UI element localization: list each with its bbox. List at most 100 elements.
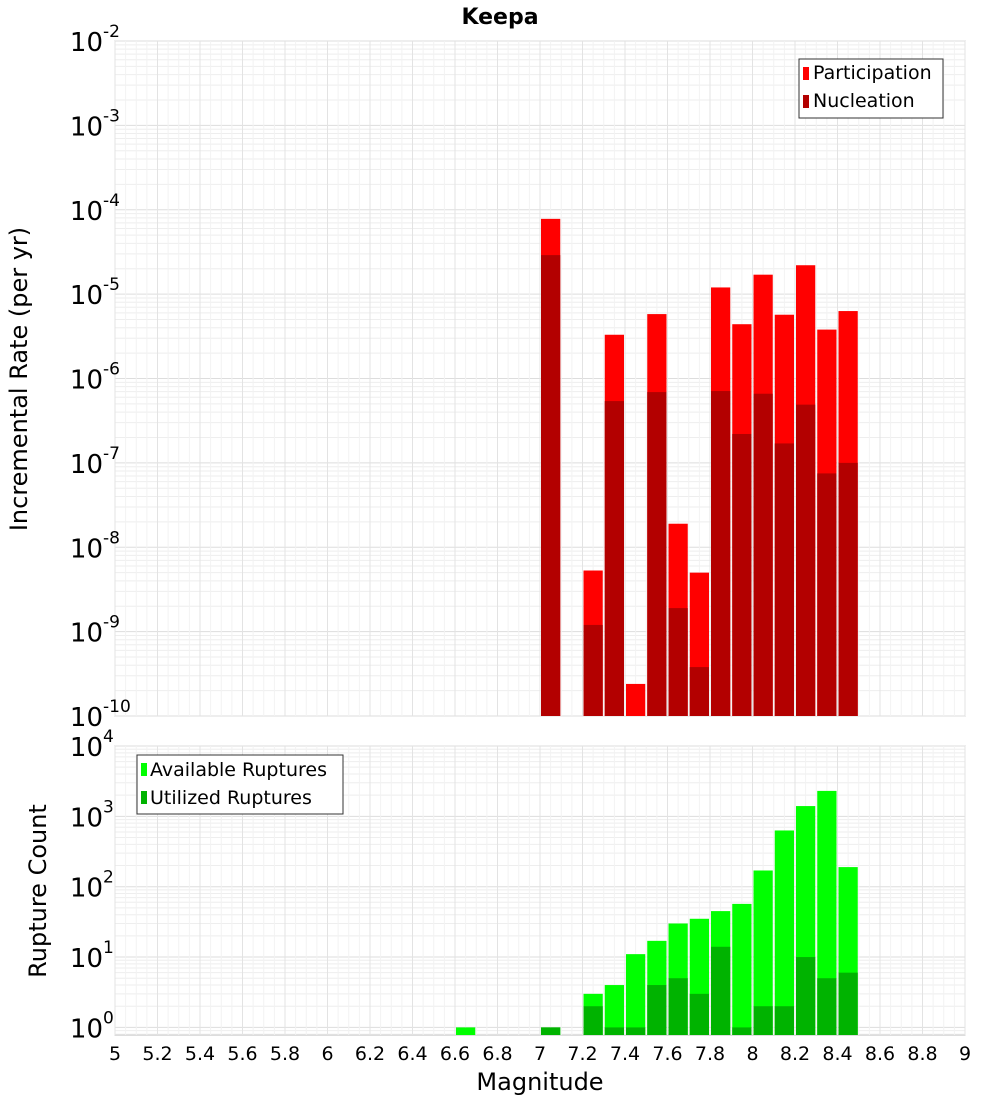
count-bar-secondary <box>626 1027 646 1035</box>
x-tick-label: 5.4 <box>185 1043 215 1065</box>
rate-bar-secondary <box>541 255 561 716</box>
available-legend-swatch <box>141 763 147 776</box>
rate-y-tick-label: 10 <box>70 197 103 227</box>
count-y-tick-label: 10 <box>70 733 103 763</box>
utilized-legend-swatch <box>141 791 147 804</box>
rate-bar-secondary <box>583 624 603 716</box>
rate-bar-secondary <box>711 391 731 716</box>
x-tick-label: 6.4 <box>397 1043 427 1065</box>
x-tick-label: 5 <box>109 1043 121 1065</box>
rate-y-tick-label: 10 <box>70 366 103 396</box>
x-tick-label: 8 <box>746 1043 758 1065</box>
rate-y-tick-label: 10 <box>70 703 103 733</box>
x-tick-label: 7.2 <box>567 1043 597 1065</box>
count-legend: Available Ruptures Utilized Ruptures <box>136 754 344 815</box>
count-bar-secondary <box>817 978 837 1035</box>
x-tick-label: 6.2 <box>355 1043 385 1065</box>
count-bar-secondary <box>732 1027 752 1035</box>
x-tick-label: 9 <box>959 1043 971 1065</box>
rate-panel: 10-210-310-410-510-610-710-810-910-10 In… <box>5 22 966 733</box>
count-y-tick-label: 10 <box>70 944 103 974</box>
count-bar-secondary <box>838 972 858 1035</box>
count-bar-secondary <box>753 1006 773 1035</box>
rate-y-ticks: 10-210-310-410-510-610-710-810-910-10 <box>70 22 131 733</box>
rate-bar-secondary <box>668 608 688 716</box>
rate-bar-secondary <box>604 401 624 716</box>
count-bar-secondary <box>796 957 816 1035</box>
rate-bar-secondary <box>647 392 667 716</box>
x-ticks: 5 5.2 5.4 5.6 5.8 6 6.2 6.4 6.6 6.8 7 7.2 7.4 7.6 7.8 8… <box>109 1043 971 1065</box>
rate-y-tick-label: 10 <box>70 534 103 564</box>
x-tick-label: 5.6 <box>227 1043 257 1065</box>
count-bar-primary <box>604 985 624 1035</box>
count-legend-box <box>136 754 344 815</box>
count-bar-secondary <box>604 1027 624 1035</box>
count-bar-secondary <box>774 1006 794 1035</box>
rate-y-tick-exponent: -3 <box>103 106 120 126</box>
x-tick-label: 7.4 <box>610 1043 640 1065</box>
rate-y-tick-exponent: -7 <box>103 444 120 464</box>
count-y-tick-label: 10 <box>70 1014 103 1044</box>
rate-y-tick-label: 10 <box>70 112 103 142</box>
x-tick-label: 6.8 <box>482 1043 512 1065</box>
participation-legend-swatch <box>803 67 809 80</box>
rate-y-tick-exponent: -2 <box>103 22 120 42</box>
count-bar-primary <box>732 903 752 1035</box>
utilized-legend-label: Utilized Ruptures <box>150 787 312 809</box>
count-bar-secondary <box>583 1006 603 1035</box>
rate-bars <box>541 218 858 716</box>
rate-bar-secondary <box>732 433 752 716</box>
rate-bar-secondary <box>817 473 837 716</box>
count-bar-secondary <box>689 993 709 1035</box>
rate-y-tick-label: 10 <box>70 28 103 58</box>
count-bar-primary <box>753 870 773 1035</box>
x-tick-label: 8.2 <box>780 1043 810 1065</box>
x-tick-label: 7.6 <box>652 1043 682 1065</box>
participation-legend-label: Participation <box>813 62 932 84</box>
rate-legend: Participation Nucleation <box>798 58 944 119</box>
rate-y-axis-label: Incremental Rate (per yr) <box>5 227 33 531</box>
rate-y-tick-exponent: -5 <box>103 275 120 295</box>
x-tick-label: 6 <box>321 1043 333 1065</box>
x-tick-label: 6.6 <box>440 1043 470 1065</box>
count-bar-primary <box>456 1027 476 1035</box>
rate-legend-box <box>798 58 944 119</box>
count-y-tick-label: 10 <box>70 874 103 904</box>
rate-bar-secondary <box>689 667 709 716</box>
count-y-tick-exponent: 3 <box>103 797 114 817</box>
count-bar-secondary <box>711 946 731 1035</box>
rate-bar-primary <box>626 683 646 716</box>
count-bar-primary <box>626 954 646 1035</box>
rate-y-tick-exponent: -6 <box>103 360 120 380</box>
x-axis-label: Magnitude <box>476 1068 603 1096</box>
count-bar-primary <box>817 790 837 1035</box>
nucleation-legend-label: Nucleation <box>813 90 915 112</box>
chart-title: Keepa <box>461 5 538 30</box>
rate-y-tick-exponent: -4 <box>103 191 120 211</box>
x-tick-label: 7 <box>534 1043 546 1065</box>
rate-y-tick-exponent: -9 <box>103 613 120 633</box>
rate-bar-secondary <box>753 393 773 716</box>
x-tick-label: 8.4 <box>822 1043 852 1065</box>
rate-grid <box>114 40 966 717</box>
count-y-tick-exponent: 2 <box>103 868 114 888</box>
count-bar-secondary <box>541 1027 561 1035</box>
count-y-tick-exponent: 0 <box>103 1008 114 1028</box>
count-bar-secondary <box>668 978 688 1035</box>
count-y-tick-label: 10 <box>70 803 103 833</box>
count-y-tick-exponent: 1 <box>103 938 114 958</box>
rate-bar-secondary <box>774 443 794 716</box>
x-tick-label: 7.8 <box>695 1043 725 1065</box>
rate-bar-secondary <box>838 462 858 716</box>
count-y-tick-exponent: 4 <box>103 727 114 747</box>
rate-y-tick-label: 10 <box>70 281 103 311</box>
x-tick-label: 5.2 <box>142 1043 172 1065</box>
rate-y-tick-exponent: -8 <box>103 528 120 548</box>
rate-y-tick-label: 10 <box>70 450 103 480</box>
count-bar-secondary <box>647 985 667 1035</box>
count-y-axis-label: Rupture Count <box>24 804 52 978</box>
available-legend-label: Available Ruptures <box>150 759 327 781</box>
